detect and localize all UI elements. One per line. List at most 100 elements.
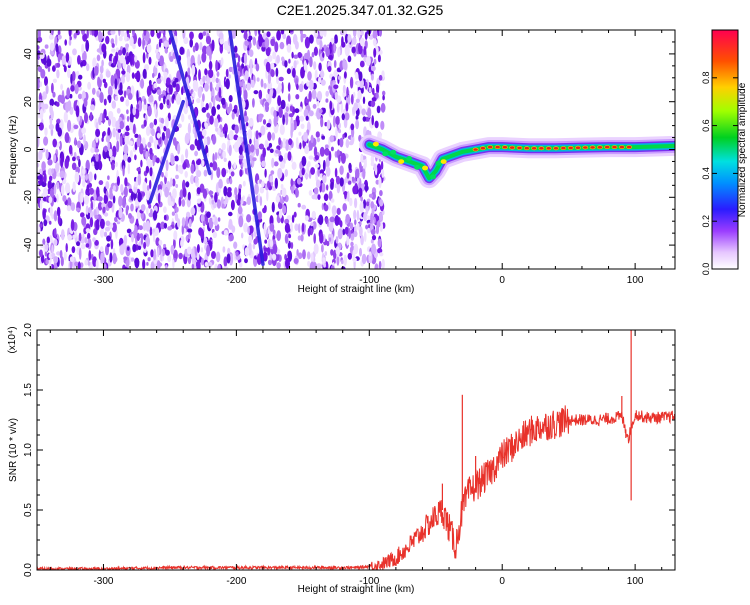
noise-speck — [47, 180, 52, 190]
noise-speck — [48, 34, 54, 40]
noise-speck — [177, 218, 181, 228]
noise-speck — [129, 122, 134, 131]
noise-speck — [274, 41, 279, 53]
noise-speck — [337, 47, 341, 58]
noise-speck — [72, 156, 76, 162]
carrier-peak — [516, 145, 523, 150]
noise-speck — [40, 68, 46, 79]
noise-speck — [174, 155, 179, 161]
noise-speck — [38, 149, 43, 161]
noise-speck — [270, 69, 275, 78]
noise-speck — [99, 218, 105, 229]
noise-speck — [345, 141, 349, 147]
noise-speck — [152, 231, 156, 243]
noise-speck — [275, 67, 279, 78]
noise-speck — [330, 198, 335, 203]
noise-speck — [330, 265, 335, 269]
noise-speck — [352, 30, 357, 38]
noise-speck — [77, 261, 81, 269]
noise-speck — [139, 143, 144, 155]
noise-speck — [105, 35, 110, 45]
colorbar-frame — [711, 29, 739, 270]
noise-speck — [53, 153, 57, 164]
noise-speck — [277, 95, 282, 107]
noise-speck — [175, 164, 179, 172]
noise-speck — [292, 34, 298, 45]
noise-speck — [326, 240, 330, 247]
noise-speck — [206, 112, 211, 119]
noise-speck — [341, 113, 345, 121]
noise-speck — [54, 227, 57, 238]
noise-speck — [309, 261, 315, 269]
noise-speck — [268, 142, 273, 148]
noise-speck — [245, 122, 249, 127]
noise-speck — [86, 63, 90, 72]
noise-speck — [382, 90, 386, 96]
snr-xlabel: Height of straight line (km) — [298, 584, 415, 595]
noise-speck — [236, 198, 241, 206]
noise-speck — [108, 95, 112, 104]
noise-speck — [120, 184, 124, 193]
noise-speck — [299, 30, 303, 35]
noise-speck — [52, 78, 58, 84]
noise-speck — [203, 169, 208, 177]
noise-speck — [335, 115, 340, 126]
noise-speck — [106, 243, 110, 248]
noise-speck — [94, 173, 97, 181]
noise-speck — [125, 43, 129, 48]
noise-speck — [347, 252, 352, 260]
noise-speck — [43, 219, 48, 227]
noise-speck — [372, 38, 377, 47]
noise-speck — [379, 199, 384, 207]
noise-speck — [248, 117, 254, 127]
noise-speck — [315, 179, 321, 188]
noise-speck — [238, 154, 244, 160]
noise-speck — [82, 168, 86, 175]
noise-speck — [353, 230, 358, 238]
noise-speck — [90, 200, 94, 211]
noise-speck — [215, 59, 219, 72]
noise-speck — [373, 58, 377, 65]
noise-speck — [318, 76, 322, 84]
noise-speck — [68, 39, 72, 46]
noise-speck — [324, 147, 330, 156]
carrier-blob — [382, 151, 389, 157]
noise-speck — [355, 119, 359, 130]
noise-speck — [212, 217, 215, 223]
noise-speck — [70, 219, 75, 231]
noise-speck — [174, 213, 179, 222]
noise-speck — [254, 183, 259, 195]
noise-speck — [309, 34, 314, 44]
noise-speck — [165, 159, 169, 172]
noise-speck — [148, 79, 152, 86]
noise-speck — [89, 111, 93, 122]
noise-speck — [157, 30, 160, 34]
noise-speck — [372, 30, 378, 40]
noise-speck — [180, 239, 184, 248]
noise-speck — [351, 176, 355, 182]
noise-speck — [173, 230, 178, 241]
noise-speck — [42, 209, 46, 220]
noise-speck — [366, 201, 370, 207]
noise-speck — [190, 207, 196, 216]
noise-speck — [139, 233, 144, 239]
colorbar-label: Normalized spectral amplitude — [737, 82, 748, 217]
noise-speck — [53, 210, 58, 222]
noise-speck — [216, 167, 221, 179]
noise-speck — [93, 228, 98, 236]
noise-speck — [45, 149, 49, 160]
noise-speck — [170, 154, 175, 166]
noise-speck — [60, 229, 65, 241]
noise-speck — [39, 52, 45, 59]
noise-speck — [156, 132, 161, 139]
noise-speck — [64, 158, 69, 169]
noise-speck — [123, 186, 128, 198]
noise-speck — [148, 56, 152, 65]
noise-speck — [174, 77, 179, 83]
noise-speck — [163, 40, 169, 48]
noise-speck — [120, 75, 126, 84]
noise-speck — [48, 220, 52, 225]
noise-speck — [105, 181, 110, 190]
noise-speck — [272, 253, 277, 261]
noise-speck — [244, 70, 249, 81]
